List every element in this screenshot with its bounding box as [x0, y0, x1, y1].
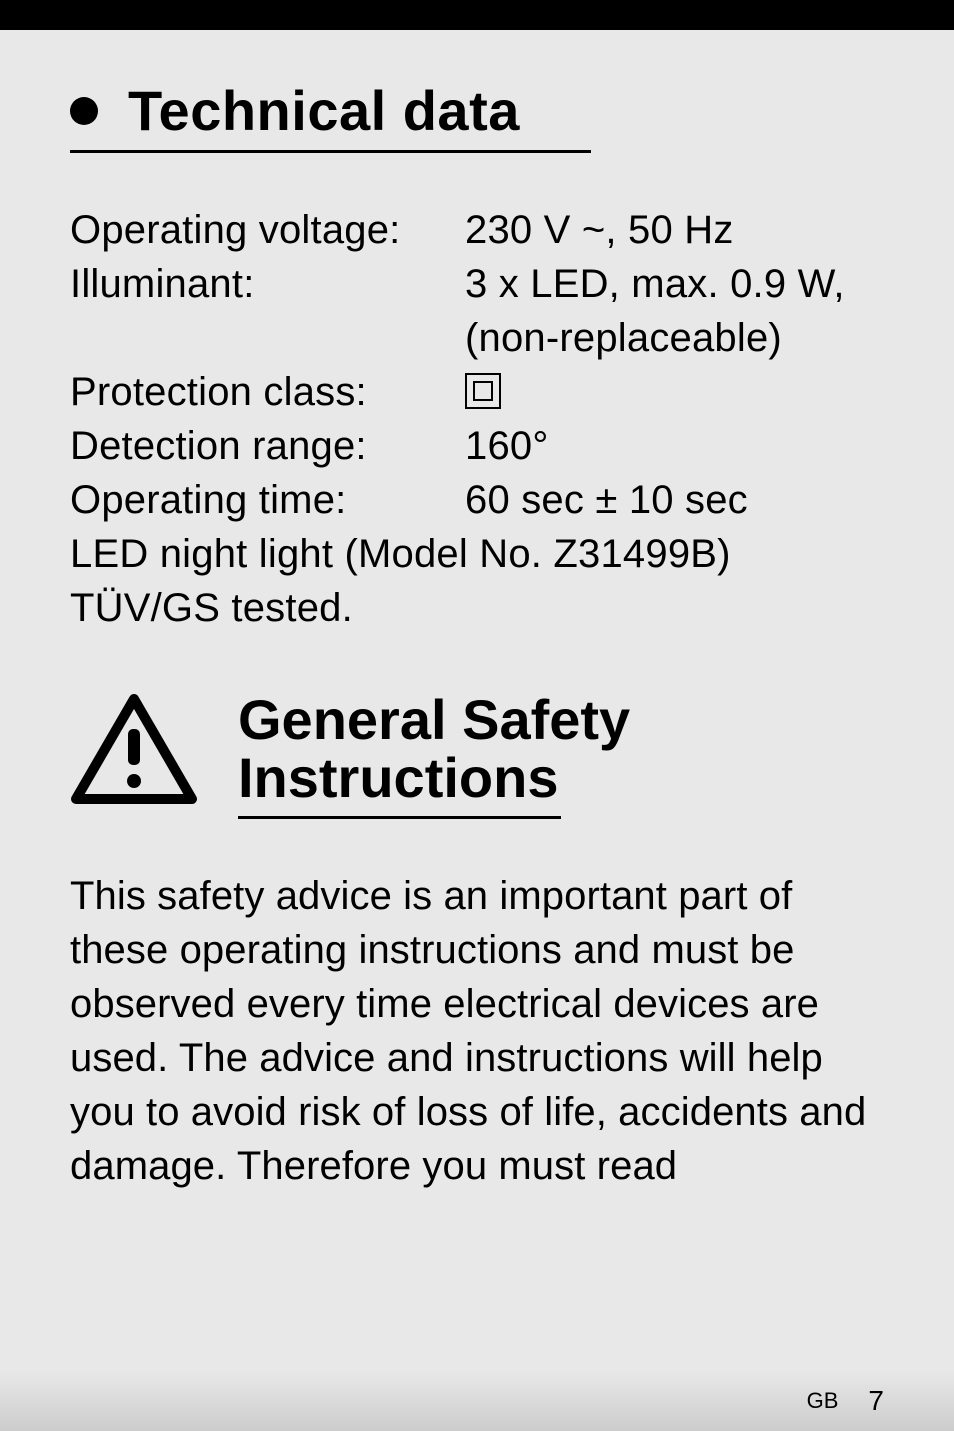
safety-heading-line2: Instructions: [238, 749, 630, 808]
heading-underline: [70, 150, 591, 153]
page-content: Technical data Operating voltage:230 V ~…: [0, 30, 954, 1193]
footer-country-code: GB: [807, 1388, 839, 1414]
technical-data-table: Operating voltage:230 V ~, 50 HzIllumina…: [70, 203, 894, 527]
top-black-bar: [0, 0, 954, 30]
spec-row: Operating time:60 sec ± 10 sec: [70, 473, 894, 527]
safety-heading-block: General Safety Instructions: [70, 691, 894, 809]
spec-row: (non-replaceable): [70, 311, 894, 365]
spec-row: Protection class:: [70, 365, 894, 419]
safety-heading-titles: General Safety Instructions: [238, 691, 630, 809]
section-heading: Technical data: [128, 80, 520, 142]
safety-body-paragraph: This safety advice is an important part …: [70, 869, 894, 1193]
safety-heading-line1: General Safety: [238, 691, 630, 750]
spec-row: Detection range:160°: [70, 419, 894, 473]
spec-label: [70, 311, 465, 365]
spec-label: Operating time:: [70, 473, 465, 527]
spec-value: 160°: [465, 419, 894, 473]
bullet-icon: [70, 97, 98, 125]
spec-label: Operating voltage:: [70, 203, 465, 257]
spec-row: Operating voltage:230 V ~, 50 Hz: [70, 203, 894, 257]
note-line: LED night light (Model No. Z31499B): [70, 527, 894, 581]
technical-data-note: LED night light (Model No. Z31499B) TÜV/…: [70, 527, 894, 635]
spec-value: [465, 365, 894, 419]
spec-label: Detection range:: [70, 419, 465, 473]
spec-label: Illuminant:: [70, 257, 465, 311]
spec-value: (non-replaceable): [465, 311, 894, 365]
protection-class-2-icon: [465, 373, 501, 409]
section-heading-row: Technical data: [70, 80, 894, 142]
manual-page: Technical data Operating voltage:230 V ~…: [0, 0, 954, 1431]
spec-label: Protection class:: [70, 365, 465, 419]
spec-value: 230 V ~, 50 Hz: [465, 203, 894, 257]
warning-triangle-icon: [70, 693, 198, 805]
page-footer: GB 7: [0, 1371, 954, 1431]
spec-value: 3 x LED, max. 0.9 W,: [465, 257, 894, 311]
spec-value: 60 sec ± 10 sec: [465, 473, 894, 527]
note-line: TÜV/GS tested.: [70, 581, 894, 635]
spec-row: Illuminant:3 x LED, max. 0.9 W,: [70, 257, 894, 311]
safety-heading-underline: [238, 816, 561, 819]
footer-page-number: 7: [868, 1385, 884, 1417]
